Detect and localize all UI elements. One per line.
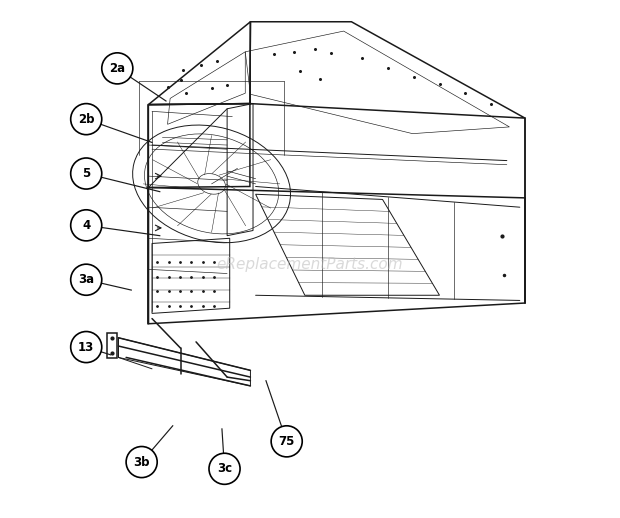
Text: 4: 4: [82, 219, 91, 232]
Text: 3a: 3a: [78, 273, 94, 286]
Circle shape: [71, 332, 102, 363]
Circle shape: [71, 104, 102, 135]
Text: 2a: 2a: [109, 62, 125, 75]
Text: 13: 13: [78, 340, 94, 354]
Text: 3b: 3b: [133, 455, 150, 469]
Circle shape: [209, 453, 240, 484]
Text: 2b: 2b: [78, 112, 94, 126]
Circle shape: [271, 426, 302, 457]
Circle shape: [71, 264, 102, 295]
Circle shape: [71, 158, 102, 189]
Text: 75: 75: [278, 435, 295, 448]
Circle shape: [126, 447, 157, 478]
Text: 5: 5: [82, 167, 91, 180]
Circle shape: [71, 210, 102, 241]
Text: eReplacementParts.com: eReplacementParts.com: [216, 257, 404, 271]
Circle shape: [102, 53, 133, 84]
Text: 3c: 3c: [217, 462, 232, 476]
